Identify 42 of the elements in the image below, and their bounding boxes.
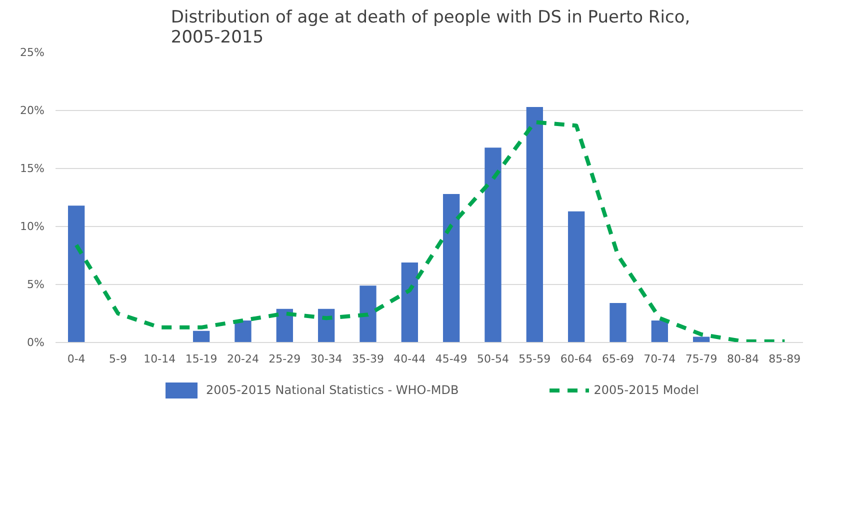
x-tick-label: 25-29 <box>268 352 301 366</box>
legend-label: 2005-2015 Model <box>594 383 699 397</box>
bar <box>651 320 668 342</box>
x-tick-label: 55-59 <box>518 352 551 366</box>
x-tick-label: 85-89 <box>768 352 801 366</box>
bar <box>68 206 85 342</box>
x-tick-label: 45-49 <box>435 352 468 366</box>
x-tick-label: 60-64 <box>560 352 592 366</box>
chart-title: Distribution of age at death of people with DS in Puerto Rico, 2005-2015 <box>170 8 690 48</box>
y-tick-label: 0% <box>27 336 44 349</box>
x-tick-label: 50-54 <box>477 352 509 366</box>
x-tick-label: 35-39 <box>352 352 384 366</box>
bar <box>610 303 626 342</box>
x-tick-label: 30-34 <box>310 352 342 366</box>
legend-label: 2005-2015 National Statistics - WHO-MDB <box>206 383 459 397</box>
bar <box>276 308 293 342</box>
bar <box>234 320 252 342</box>
bar <box>193 330 210 342</box>
y-tick-label: 25% <box>20 46 45 59</box>
x-tick-label: 75-79 <box>685 352 718 366</box>
x-tick-label: 20-24 <box>227 352 259 366</box>
x-tick-label: 10-14 <box>144 352 176 366</box>
bar <box>526 107 543 342</box>
y-tick-label: 15% <box>20 162 45 175</box>
y-tick-label: 20% <box>20 104 45 117</box>
line-series <box>74 120 787 342</box>
x-tick-label: 15-19 <box>185 352 218 366</box>
y-tick-label: 5% <box>27 278 44 291</box>
bar <box>568 211 585 342</box>
bar <box>401 262 418 342</box>
x-tick-label: 5-9 <box>109 352 127 366</box>
x-tick-label: 80-84 <box>727 352 759 366</box>
y-tick-label: 10% <box>20 220 45 233</box>
bar <box>318 308 335 342</box>
bar <box>360 286 376 342</box>
x-tick-label: 0-4 <box>67 352 86 366</box>
x-tick-label: 70-74 <box>644 352 676 366</box>
x-tick-label: 65-69 <box>602 352 634 366</box>
bar <box>484 148 502 342</box>
bar <box>693 336 710 342</box>
bar <box>443 194 460 342</box>
x-tick-label: 40-44 <box>394 352 426 366</box>
